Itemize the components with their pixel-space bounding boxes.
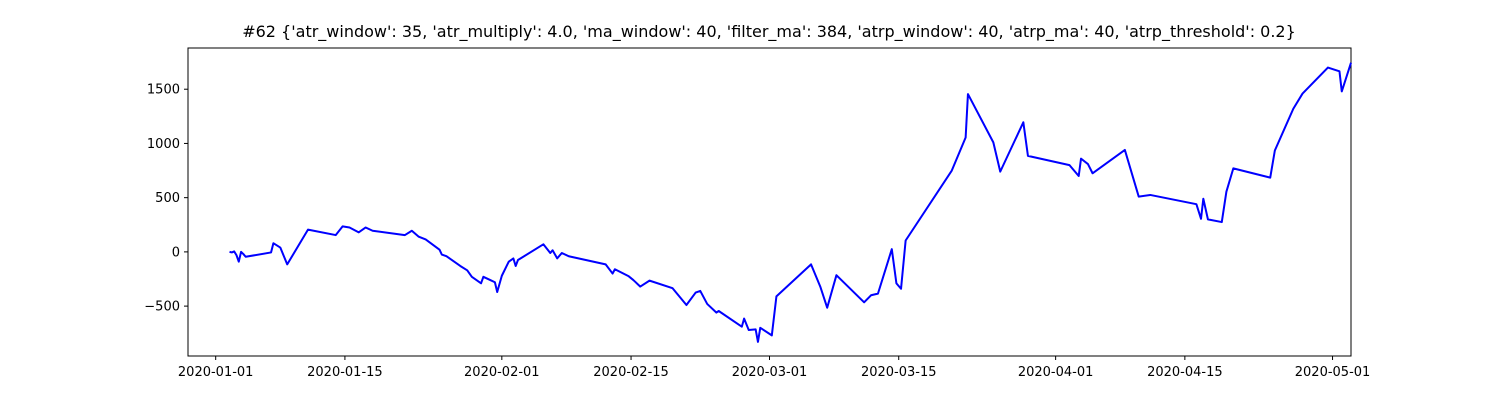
y-axis: −500 0 500 1000 1500 — [144, 83, 188, 315]
equity-line-series — [229, 62, 1352, 343]
x-tick-label: 2020-05-01 — [1295, 365, 1371, 380]
chart-title: #62 {'atr_window': 35, 'atr_multiply': 4… — [242, 22, 1296, 41]
x-tick-label: 2020-01-15 — [307, 365, 383, 380]
series-layer — [229, 62, 1352, 343]
x-tick-label: 2020-03-15 — [861, 365, 937, 380]
x-axis: 2020-01-01 2020-01-15 2020-02-01 2020-02-15… — [178, 356, 1370, 380]
x-tick-label: 2020-04-15 — [1147, 365, 1223, 380]
y-tick-label: 500 — [155, 191, 180, 206]
y-tick-label: −500 — [144, 300, 180, 315]
x-tick-label: 2020-02-01 — [464, 365, 540, 380]
y-tick-label: 1500 — [147, 83, 180, 98]
y-tick-label: 1000 — [147, 137, 180, 152]
plot-area-frame — [187, 47, 1352, 357]
x-tick-label: 2020-02-15 — [593, 365, 669, 380]
y-tick-label: 0 — [172, 245, 180, 260]
x-tick-label: 2020-03-01 — [732, 365, 808, 380]
x-tick-label: 2020-04-01 — [1018, 365, 1094, 380]
x-tick-label: 2020-01-01 — [178, 365, 254, 380]
